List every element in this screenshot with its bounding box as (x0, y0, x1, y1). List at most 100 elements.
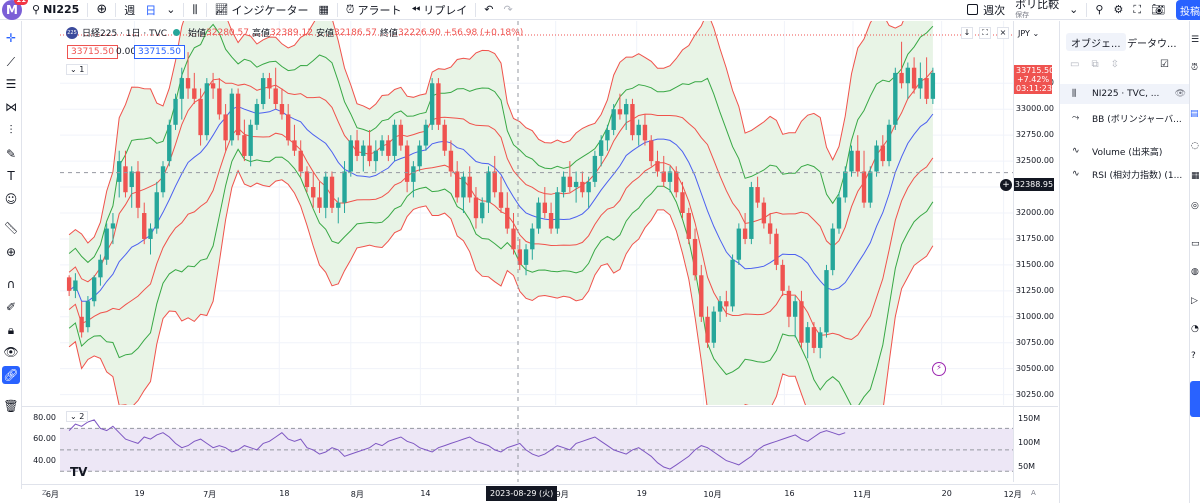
folder-icon[interactable]: ▭ (1070, 59, 1092, 70)
zoom-tool[interactable]: ⊕ (2, 243, 20, 261)
notifications-icon[interactable]: ◔ (1191, 324, 1199, 334)
top-toolbar: M11 ⚲NI225 ⊕ 週 日 ⌄ ⫼ 📈︎インジケーター ▦ ⏰︎アラート … (0, 0, 1200, 20)
redo-button[interactable]: ↷ (499, 0, 518, 20)
layout-save-button[interactable]: ボリ比較 保存 (1015, 0, 1060, 19)
fullscreen-icon: ⛶ (1133, 2, 1142, 16)
undo-button[interactable]: ↶ (479, 0, 498, 20)
snapshot-button[interactable]: 📷︎ (1146, 0, 1170, 20)
candle-body (192, 88, 197, 99)
user-avatar[interactable]: M11 (2, 0, 28, 20)
object-tree-icon[interactable]: ▤ (1190, 109, 1199, 119)
drawing-toolbar: ✛ ⟋ ☰ ⋈ ⫶ ✎ T ☺ 📏︎ ⊕ ∩ ✐ 🔒︎ 👁︎ 🔗︎ 🗑︎ (0, 21, 22, 489)
tab-data-window[interactable]: データウ... (1127, 39, 1177, 50)
forecast-tool[interactable]: ⫶ (2, 121, 20, 139)
tradingview-logo[interactable]: TV (70, 465, 88, 479)
quick-search-button[interactable]: ⚲ (1090, 0, 1108, 20)
tab-object-tree[interactable]: オブジェ... (1066, 33, 1126, 51)
copy-icon[interactable]: ⧉ (1091, 59, 1111, 70)
sell-price-box[interactable]: 33715.50 (67, 45, 118, 59)
symbol-search-button[interactable]: ⚲ NI225 (32, 3, 80, 16)
auto-scale-toggle[interactable]: A (1031, 489, 1036, 497)
pane-separator[interactable] (22, 406, 1058, 407)
fullscreen-button[interactable]: ⛶ (1128, 0, 1146, 20)
candle-body (861, 171, 867, 203)
interval-dropdown-button[interactable]: ⌄ (161, 0, 180, 20)
object-label: Volume (出来高) (1092, 147, 1163, 158)
rsi-pane[interactable] (60, 407, 1013, 482)
candle-body (461, 176, 466, 198)
ideas-icon[interactable]: ◎ (1191, 201, 1199, 211)
trendline-tool[interactable]: ⟋ (2, 53, 20, 71)
candle-body (792, 301, 798, 317)
stay-drawing-tool[interactable]: ✐ (2, 298, 20, 316)
pane1-collapse-button[interactable]: ⌄ 1 (66, 64, 89, 75)
hide-drawings-tool[interactable]: 👁︎ (2, 343, 20, 361)
pane-maximize-button[interactable]: ⛶ (979, 27, 991, 39)
buy-price-box[interactable]: 33715.50 (134, 45, 185, 59)
weekly-toggle[interactable]: 週次 (962, 0, 1010, 20)
calendar-icon[interactable]: ▦ (1191, 171, 1200, 181)
interval-week-button[interactable]: 週 (124, 3, 136, 17)
emoji-tool[interactable]: ☺ (2, 190, 20, 208)
alerts-icon[interactable]: ⏰︎ (1191, 63, 1199, 73)
layout-menu-button[interactable]: ⌄ (1064, 0, 1083, 20)
alert-button[interactable]: ⏰︎ アラート (345, 2, 402, 17)
legend-symbol-name[interactable]: 日経225 · 1日 · TVC (82, 29, 168, 39)
indicators-button[interactable]: 📈︎ インジケーター (214, 3, 309, 17)
pane2-collapse-button[interactable]: ⌄ 2 (66, 411, 89, 422)
volume-axis-right[interactable]: 150M 100M 50M (1013, 407, 1058, 482)
timezone-toggle[interactable]: Z (42, 489, 47, 497)
compare-symbol-button[interactable]: ⊕ (91, 0, 112, 20)
replay-button[interactable]: ⏪︎ リプレイ (411, 2, 468, 17)
candle-body (636, 124, 641, 136)
crosshair-tool[interactable]: ✛ (2, 29, 20, 47)
add-alert-button[interactable]: + (1000, 179, 1012, 191)
streams-icon[interactable]: ◍ (1191, 267, 1199, 277)
crosshair-date-label: 2023-08-29 (火) (486, 486, 558, 501)
brush-tool[interactable]: ✎ (2, 145, 20, 163)
candle-body (592, 155, 598, 182)
pane-close-button[interactable]: × (997, 27, 1009, 39)
candle-body (279, 104, 285, 115)
bar-style-button[interactable]: ⫼ (187, 0, 202, 20)
measure-tool[interactable]: 📏︎ (2, 219, 20, 237)
magnet-tool[interactable]: ∩ (2, 275, 20, 293)
layouts-button[interactable]: ▦ (313, 0, 333, 20)
play-icon[interactable]: ▷ (1191, 296, 1198, 306)
sync-drawings-tool[interactable]: 🔗︎ (2, 366, 20, 384)
pane-move-down-button[interactable]: ↓ (961, 27, 973, 39)
price-tick-label: 32750.00 (1015, 130, 1054, 140)
panel-toggle-icon[interactable] (1190, 381, 1200, 417)
remove-drawings-tool[interactable]: 🗑︎ (2, 397, 20, 415)
price-chart[interactable] (60, 21, 1013, 405)
candle-body (367, 145, 372, 162)
lock-drawings-tool[interactable]: 🔒︎ (2, 321, 20, 339)
time-tick-label: 10月 (703, 490, 722, 499)
object-item-volume[interactable]: ∿ Volume (出来高) (1072, 141, 1190, 161)
text-tool[interactable]: T (2, 167, 20, 185)
object-item-ni225[interactable]: ⫼ NI225 · TVC, ... 👁︎ (1060, 84, 1190, 104)
currency-label[interactable]: JPY ⌄ (1018, 29, 1040, 38)
chat-icon[interactable]: ◌ (1191, 141, 1199, 151)
publish-button[interactable]: 投稿 (1176, 0, 1200, 20)
eye-icon[interactable]: 👁︎ (1174, 89, 1186, 99)
watchlist-icon[interactable]: ☰ (1191, 35, 1200, 45)
candle-body (761, 202, 767, 224)
time-axis[interactable]: Z A 6月 19 7月 18 8月 14 9月 19 10月 16 11月 20 12月 2023-0… (22, 484, 1058, 503)
object-item-bb[interactable]: ⤳ BB (ボリンジャーバ... (1072, 108, 1190, 128)
eye-icon: 👁︎ (3, 345, 19, 359)
interval-day-button[interactable]: 日 (145, 3, 157, 17)
time-tick-label: 11月 (853, 490, 872, 499)
messages-icon[interactable]: ▭ (1191, 239, 1200, 249)
settings-button[interactable]: ⚙ (1108, 0, 1128, 20)
object-list-settings-icon[interactable]: ☑ (1160, 59, 1169, 70)
bb-upper-2 (68, 23, 934, 264)
price-axis[interactable]: JPY ⌄ 33250.0033000.0032750.0032500.0032… (1000, 21, 1058, 406)
help-icon[interactable]: ? (1191, 351, 1196, 361)
rsi-axis-left[interactable]: 80.00 60.00 40.00 (22, 407, 60, 482)
object-item-rsi[interactable]: ∿ RSI (相対力指数) (1... (1072, 164, 1190, 184)
lightning-icon[interactable]: ⚡︎ (932, 362, 946, 376)
fib-tool[interactable]: ☰ (2, 75, 20, 93)
sort-icon[interactable]: ⇳ (1110, 59, 1131, 70)
pattern-tool[interactable]: ⋈ (2, 98, 20, 116)
